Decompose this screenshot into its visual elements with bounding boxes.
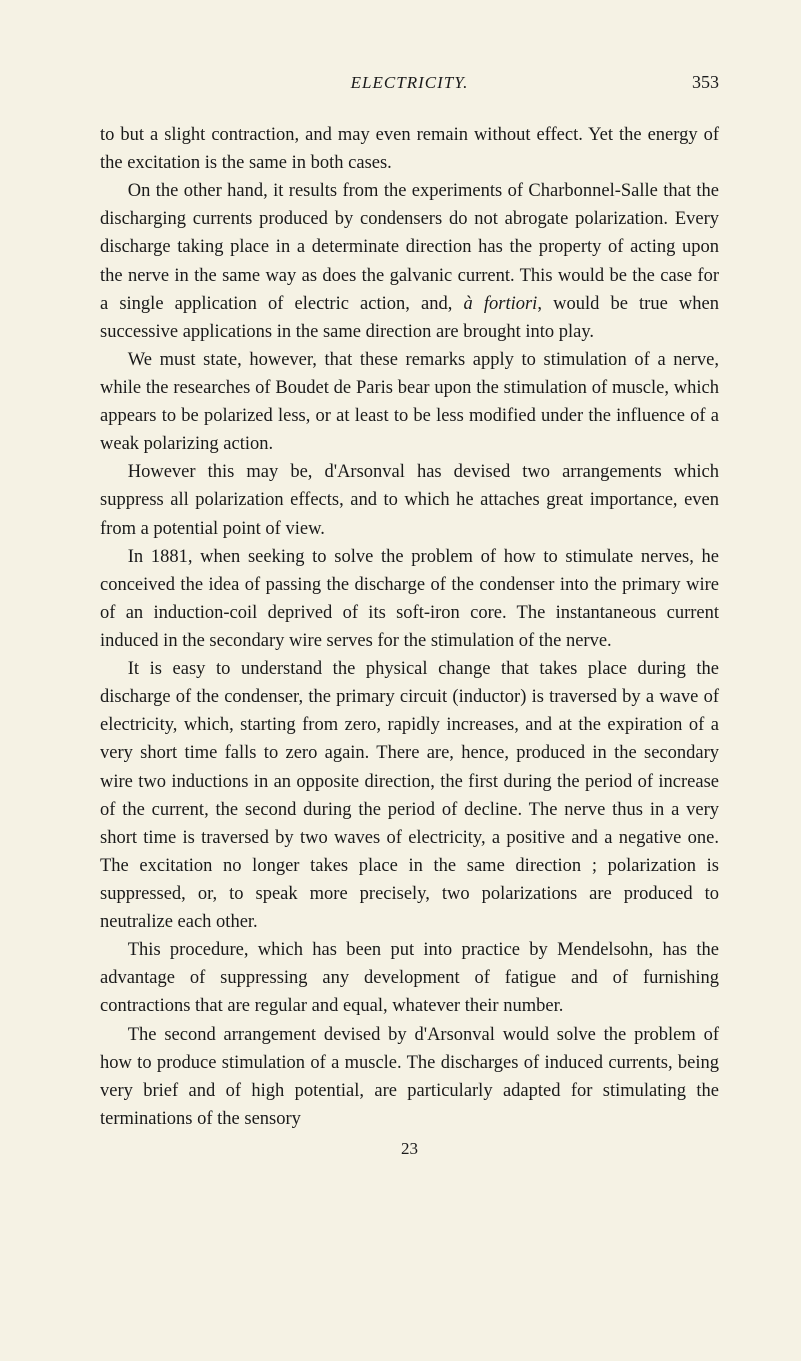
page: ELECTRICITY. 353 to but a slight contrac… <box>0 0 801 1219</box>
page-header: ELECTRICITY. 353 <box>100 72 719 93</box>
paragraph-1: to but a slight contraction, and may eve… <box>100 121 719 177</box>
paragraph-4: However this may be, d'Arsonval has devi… <box>100 458 719 542</box>
paragraph-5: In 1881, when seeking to solve the probl… <box>100 543 719 655</box>
page-number: 353 <box>468 72 719 93</box>
paragraph-2: On the other hand, it results from the e… <box>100 177 719 346</box>
paragraph-6: It is easy to understand the physical ch… <box>100 655 719 936</box>
paragraph-2-italic: à fortiori <box>463 294 537 314</box>
paragraph-8: The second arrangement devised by d'Arso… <box>100 1021 719 1133</box>
body-text: to but a slight contraction, and may eve… <box>100 121 719 1133</box>
paragraph-3: We must state, however, that these remar… <box>100 346 719 458</box>
paragraph-7: This procedure, which has been put into … <box>100 936 719 1020</box>
signature-mark: 23 <box>100 1139 719 1159</box>
running-title: ELECTRICITY. <box>351 73 469 93</box>
